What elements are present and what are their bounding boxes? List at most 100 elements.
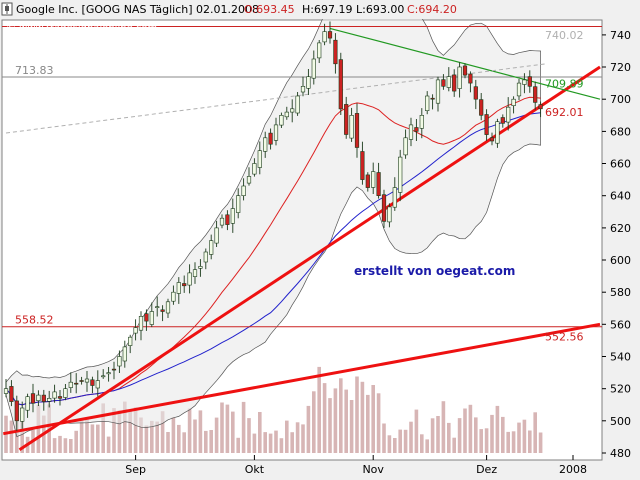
candle-body (198, 266, 203, 269)
candle-body (527, 76, 532, 87)
candle-body (165, 301, 171, 314)
candle-body (387, 206, 392, 223)
volume-bar (241, 401, 246, 453)
candle-body (30, 393, 36, 404)
candle-body (171, 291, 176, 302)
candle-body (263, 137, 268, 152)
volume-bar (468, 404, 473, 453)
price-label: 709.89 (545, 77, 584, 90)
level-label: 558.52 (15, 314, 54, 327)
candle-body (522, 79, 527, 85)
volume-bar (198, 410, 203, 453)
candle-body (300, 86, 306, 93)
candle-body (354, 113, 360, 148)
high-value: H:697.19 (302, 3, 352, 16)
volume-bar (484, 428, 489, 453)
volume-bar (528, 430, 532, 453)
volume-bar (166, 432, 170, 453)
candle-body (36, 394, 41, 402)
y-tick-label: 520 (610, 383, 631, 396)
volume-bar (220, 402, 224, 453)
candle-body (479, 99, 484, 116)
candle-body (317, 42, 322, 59)
y-tick-label: 660 (610, 158, 631, 171)
volume-bar (403, 429, 408, 453)
candle-body (290, 108, 295, 113)
y-tick-label: 740 (610, 29, 631, 42)
volume-bar (128, 409, 132, 453)
x-tick-label: Nov (362, 463, 384, 476)
candle-body (155, 306, 160, 309)
candle-body (257, 150, 262, 168)
volume-bar (366, 394, 370, 453)
candle-body (538, 104, 543, 110)
candle-body (279, 115, 284, 126)
candle-body (9, 386, 14, 402)
volume-bar (139, 417, 143, 453)
volume-bar (112, 408, 116, 453)
y-tick-label: 720 (610, 61, 631, 74)
symbol-icon (1, 2, 13, 16)
volume-bar (155, 421, 159, 453)
candle-body (203, 251, 208, 263)
y-tick-label: 580 (610, 286, 631, 299)
candle-body (484, 114, 489, 135)
candle-body (408, 124, 414, 140)
volume-bar (457, 418, 462, 453)
candle-body (495, 121, 500, 144)
candle-body (344, 104, 349, 135)
header-bar (0, 0, 640, 19)
price-labels: 740.02 709.89 692.01 552.56 (545, 29, 584, 343)
candle-body (273, 124, 279, 141)
volume-bar (382, 423, 386, 453)
candle-body (241, 185, 246, 196)
candle-body (414, 127, 419, 132)
volume-bar (322, 383, 327, 453)
low-value: L:693.00 (356, 3, 404, 16)
candle-body (457, 66, 462, 89)
volume-bar (339, 378, 343, 453)
price-axis: 480 500 520 540 560 580 600 620 640 660 680 700 720 7… (602, 29, 631, 460)
candle-body (117, 356, 122, 367)
volume-bar (344, 389, 348, 453)
price-label: 740.02 (545, 29, 584, 42)
volume-bar (522, 419, 527, 453)
candle-body (392, 187, 397, 208)
candle-body (441, 79, 446, 87)
volume-bar (355, 376, 359, 453)
candle-body (101, 375, 106, 378)
volume-bar (58, 435, 62, 453)
volume-bar (63, 438, 68, 453)
candle-body (338, 59, 343, 110)
candle-body (322, 31, 327, 43)
candle-body (214, 227, 219, 244)
candle-body (74, 382, 79, 385)
y-tick-label: 480 (610, 447, 631, 460)
candle-body (333, 39, 338, 65)
candle-body (25, 396, 30, 411)
volume-bar (74, 430, 78, 453)
candle-body (230, 208, 235, 224)
volume-bar (247, 418, 251, 453)
volume-bar (511, 431, 516, 453)
volume-bar (101, 403, 105, 453)
volume-bar (263, 432, 267, 453)
candle-body (219, 217, 225, 226)
y-tick-label: 640 (610, 190, 631, 203)
time-axis: Sep Okt Nov Dez 2008 (125, 455, 587, 476)
volume-bar (328, 398, 332, 453)
x-tick-label: Sep (125, 463, 146, 476)
volume-bar (123, 401, 127, 453)
volume-bar (533, 412, 537, 453)
volume-bar (193, 419, 197, 453)
candle-body (376, 172, 381, 197)
volume-bar (133, 407, 138, 453)
candle-body (425, 95, 430, 111)
volume-bar (495, 405, 500, 453)
volume-bar (258, 412, 262, 453)
volume-bar (90, 424, 95, 453)
volume-bar (79, 419, 84, 453)
candle-body (111, 368, 117, 371)
open-value: O:693.45 (244, 3, 295, 16)
